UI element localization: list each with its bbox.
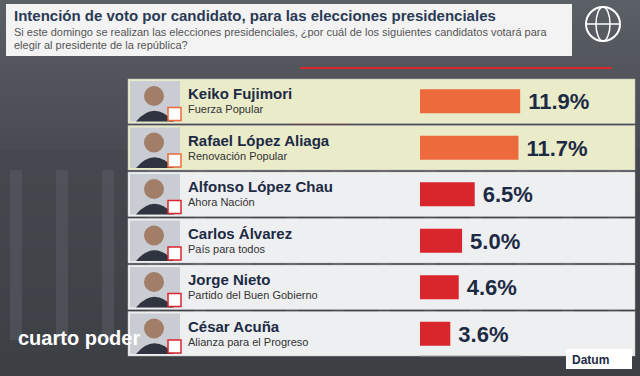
party-logo: [168, 108, 181, 121]
header-rule: [300, 67, 612, 69]
column: [10, 170, 22, 340]
party-logo: [168, 247, 181, 260]
data-label: 3.6%: [458, 322, 508, 347]
candidate-photo: [130, 174, 180, 215]
party-name: Ahora Nación: [188, 196, 255, 208]
building: [0, 150, 640, 376]
source-box: [566, 349, 632, 369]
column: [56, 170, 68, 340]
candidate-photo: [144, 272, 164, 292]
candidate-name: Jorge Nieto: [188, 271, 271, 288]
row-background: [128, 126, 635, 171]
candidate-name: Carlos Álvarez: [188, 225, 292, 242]
party-logo: [168, 201, 181, 214]
candidate-name: Keiko Fujimori: [188, 85, 292, 102]
bar: [420, 322, 450, 346]
data-label: 11.9%: [528, 89, 589, 114]
bar: [420, 136, 518, 160]
candidate-photo: [144, 179, 164, 199]
candidate-photo: [144, 319, 164, 339]
brand-logo: cuarto poder: [18, 327, 140, 349]
chart-canvas: Keiko FujimoriFuerza Popular 11.9% Rafael …: [0, 0, 640, 376]
title-box: Intención de voto por candidato, para la…: [6, 4, 572, 56]
candidate-name: César Acuña: [188, 318, 280, 335]
bar: [420, 89, 520, 113]
candidate-photo: [130, 267, 180, 308]
party-name: Fuerza Popular: [188, 103, 264, 115]
candidate-photo: [130, 128, 180, 169]
candidate-photo: [144, 133, 164, 153]
party-name: País para todos: [188, 243, 266, 255]
candidate-photo: [130, 221, 180, 262]
row-background: [128, 265, 635, 310]
party-logo: [168, 340, 181, 353]
tv-logo: [586, 7, 620, 41]
party-logo: [168, 154, 181, 167]
party-logo: [168, 294, 181, 307]
party-name: Alianza para el Progreso: [188, 336, 308, 348]
candidate-photo: [144, 86, 164, 106]
title: Intención de voto por candidato, para la…: [14, 7, 564, 25]
tv-logo: [586, 23, 620, 25]
column: [102, 170, 114, 340]
candidate-name: Rafael López Aliaga: [188, 132, 330, 149]
source: Datum: [572, 353, 609, 367]
row-background: [128, 219, 635, 264]
axis-line: [420, 356, 521, 357]
subtitle: Si este domingo se realizan las eleccion…: [14, 26, 564, 52]
bars: [420, 89, 520, 346]
tv-logo: [596, 7, 610, 41]
row-background: [128, 79, 635, 124]
background: [0, 0, 640, 376]
rows: [128, 79, 635, 356]
data-label: 6.5%: [483, 182, 533, 207]
candidate-name: Alfonso López Chau: [188, 178, 333, 195]
bar: [420, 182, 475, 206]
row-background: [128, 312, 635, 357]
data-label: 4.6%: [467, 275, 517, 300]
candidate-photo: [130, 81, 180, 122]
bar: [420, 275, 459, 299]
bar: [420, 229, 462, 253]
party-name: Partido del Buen Gobierno: [188, 289, 318, 301]
labels: Keiko FujimoriFuerza Popular 11.9% Rafael …: [188, 85, 589, 348]
party-name: Renovación Popular: [188, 150, 287, 162]
candidate-photo: [144, 226, 164, 246]
data-label: 5.0%: [470, 229, 520, 254]
data-label: 11.7%: [526, 136, 587, 161]
row-background: [128, 172, 635, 217]
